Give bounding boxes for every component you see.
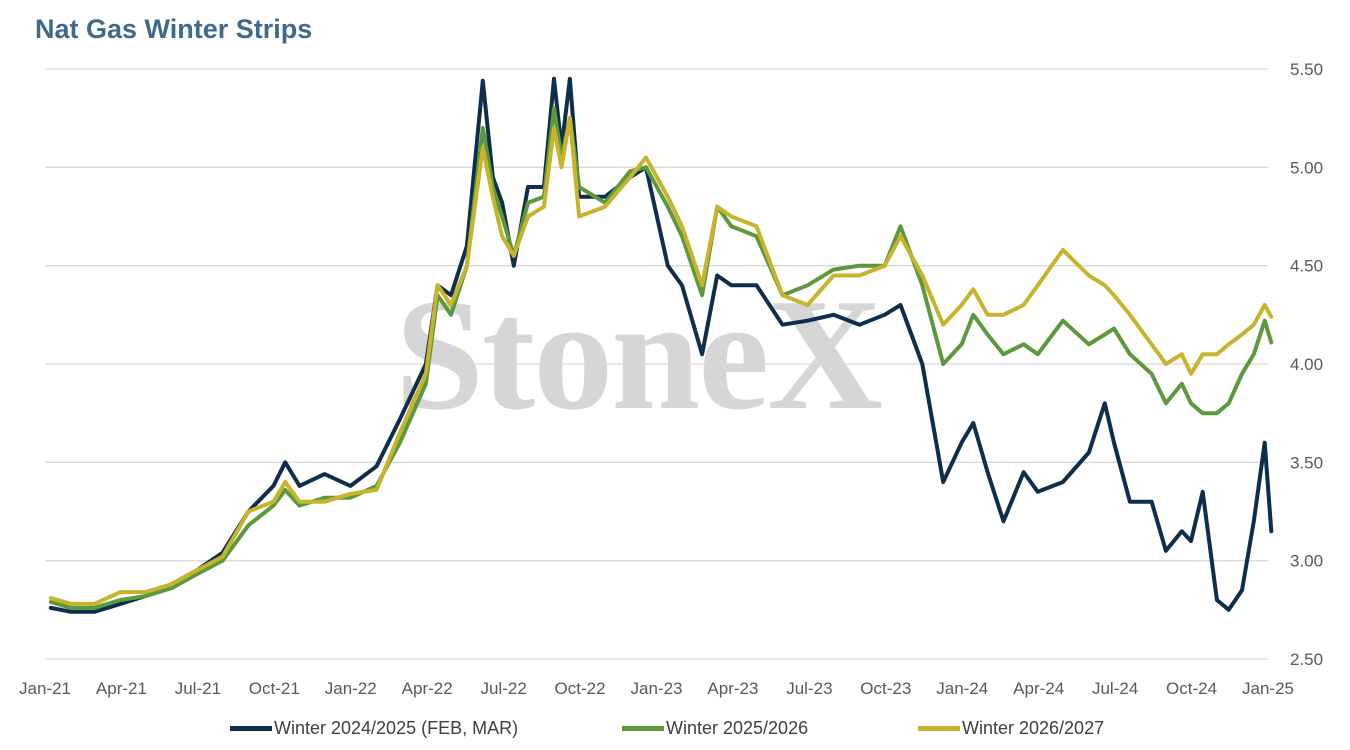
x-tick-label: Oct-22 — [555, 679, 606, 698]
x-tick-label: Apr-24 — [1013, 679, 1064, 698]
legend-item-winter-2026-2027: Winter 2026/2027 — [918, 718, 1104, 739]
x-tick-label: Apr-21 — [96, 679, 147, 698]
legend-label: Winter 2024/2025 (FEB, MAR) — [274, 718, 519, 738]
legend-swatch — [918, 726, 960, 731]
x-tick-label: Jul-24 — [1092, 679, 1138, 698]
legend-label: Winter 2025/2026 — [666, 718, 809, 738]
y-tick-label: 5.50 — [1290, 60, 1323, 79]
legend-label: Winter 2026/2027 — [962, 718, 1105, 738]
x-tick-label: Jan-24 — [936, 679, 988, 698]
y-tick-label: 2.50 — [1290, 650, 1323, 669]
y-tick-label: 4.00 — [1290, 355, 1323, 374]
legend-swatch — [230, 726, 272, 731]
line-chart: 2.50 3.00 3.50 4.00 4.50 5.00 5.50 Jan-21 Apr-21… — [19, 60, 1323, 698]
x-tick-label: Apr-22 — [402, 679, 453, 698]
x-tick-label: Oct-24 — [1166, 679, 1217, 698]
series-line — [48, 116, 1274, 606]
legend-item-winter-2024-2025: Winter 2024/2025 (FEB, MAR) — [230, 718, 518, 739]
x-tick-label: Jul-23 — [786, 679, 832, 698]
x-tick-label: Jan-22 — [325, 679, 377, 698]
x-tick-label: Jul-22 — [480, 679, 526, 698]
x-tick-label: Oct-21 — [249, 679, 300, 698]
x-tick-label: Apr-23 — [707, 679, 758, 698]
chart-title: Nat Gas Winter Strips — [35, 14, 313, 44]
y-tick-label: 3.50 — [1290, 453, 1323, 472]
series-line — [48, 76, 1274, 614]
y-tick-label: 3.00 — [1290, 552, 1323, 571]
legend-swatch — [622, 726, 664, 731]
legend: Winter 2024/2025 (FEB, MAR) Winter 2025/… — [0, 718, 1350, 746]
x-tick-label: Jul-21 — [175, 679, 221, 698]
legend-item-winter-2025-2026: Winter 2025/2026 — [622, 718, 808, 739]
y-tick-label: 5.00 — [1290, 158, 1323, 177]
x-tick-label: Jan-23 — [631, 679, 683, 698]
x-tick-label: Oct-23 — [860, 679, 911, 698]
watermark: StoneX — [395, 265, 883, 443]
x-tick-label: Jan-21 — [19, 679, 71, 698]
x-tick-label: Jan-25 — [1242, 679, 1294, 698]
y-tick-label: 4.50 — [1290, 257, 1323, 276]
